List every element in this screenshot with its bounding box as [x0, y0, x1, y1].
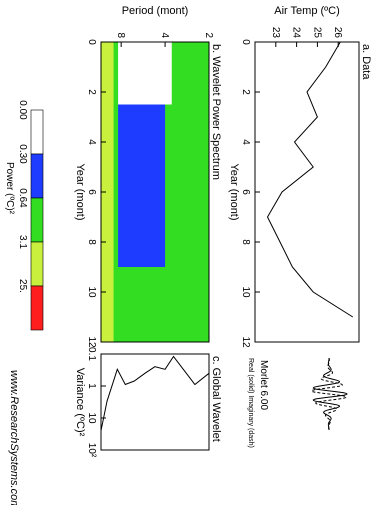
panel-a-y-tick-label: 24 [291, 27, 302, 39]
panel-c-x-tick-label: 0.1 [86, 347, 97, 361]
air-temp-line [266, 41, 354, 318]
panel-a-y-tick-label: 25 [311, 27, 322, 39]
panel-a-x-tick-label: 8 [240, 239, 251, 245]
panel-a-x-tick-label: 4 [240, 139, 251, 145]
panel-a-y-tick-label: 26 [332, 27, 343, 39]
panel-c-x-tick-label: 10² [86, 443, 97, 458]
panel-a-x-tick-label: 0 [240, 39, 251, 45]
panel-a-x-tick-label: 12 [240, 336, 251, 348]
panel-c-frame [100, 353, 210, 451]
colorbar-swatch [30, 153, 44, 199]
panel-b-x-tick-label: 12 [86, 336, 97, 348]
colorbar-level-label: 0.00 [17, 100, 28, 120]
panel-b-y-tick-label: 8 [115, 32, 126, 38]
power-region [113, 42, 117, 342]
power-region [118, 42, 172, 105]
power-spectrum-field [100, 42, 209, 342]
panel-c-x-tick-label: 1 [86, 383, 97, 389]
colorbar-level-label: 25. [17, 279, 28, 293]
colorbar-level-label: 0.64 [17, 188, 28, 208]
panel-c-title: c. Global Wavelet [210, 356, 222, 442]
panel-b-x-tick-label: 2 [86, 89, 97, 95]
panel-b-y-tick-label: 4 [159, 32, 170, 38]
colorbar-level-label: 0.30 [17, 144, 28, 164]
panel-c-xlabel: Variance (ºC)² [74, 368, 86, 437]
panel-b-x-tick-label: 6 [86, 189, 97, 195]
panel-b-y-tick-label: 2 [203, 32, 214, 38]
colorbar-swatch [30, 241, 44, 287]
panel-b: b. Wavelet Power Spectrum Year (mont) Pe… [4, 5, 222, 348]
panel-a-frame [254, 41, 360, 343]
panel-a-y-tick-label: 23 [270, 27, 281, 39]
colorbar-swatch [30, 197, 44, 243]
panel-b-xlabel: Year (mont) [74, 163, 86, 220]
panel-b-x-tick-label: 8 [86, 239, 97, 245]
colorbar-swatch [30, 109, 44, 155]
colorbar-level-label: 3.1 [17, 235, 28, 249]
panel-b-x-tick-label: 4 [86, 139, 97, 145]
rotated-figure: a. Data Year (mont) Air Temp (ºC) 024681… [4, 5, 372, 505]
morlet-legend: Morlet 6.00 Real (solid) Imaginary (dash… [247, 358, 348, 448]
panel-b-y-ticks: 2 4 8 [115, 32, 214, 47]
panel-b-x-tick-label: 0 [86, 39, 97, 45]
panel-a-xlabel: Year (mont) [228, 163, 240, 220]
power-region [118, 79, 166, 267]
global-wavelet-line [100, 355, 210, 431]
panel-a-x-ticks: 0 2 4 6 8 10 12 [240, 39, 260, 348]
panel-b-x-tick-label: 10 [86, 286, 97, 298]
power-region [197, 42, 209, 342]
panel-a-x-tick-label: 2 [240, 89, 251, 95]
panel-c: c. Global Wavelet Variance (ºC)² 0.1 1 10 1… [74, 347, 222, 458]
panel-b-ylabel: Period (mont) [122, 5, 189, 17]
morlet-name: Morlet 6.00 [258, 360, 269, 410]
morlet-note: Real (solid) Imaginary (dash) [247, 358, 254, 448]
power-region [100, 42, 114, 342]
panel-a: a. Data Year (mont) Air Temp (ºC) 024681… [228, 5, 372, 348]
panel-a-ylabel: Air Temp (ºC) [274, 5, 340, 17]
panel-a-y-ticks: 23 24 25 26 [270, 27, 343, 47]
panel-b-x-ticks: 0 2 4 6 8 10 12 [86, 39, 106, 348]
colorbar-swatch [30, 285, 44, 331]
panel-b-title: b. Wavelet Power Spectrum [210, 44, 222, 180]
power-colorbar: 0.00 0.30 0.64 3.1 25. [17, 100, 44, 331]
colorbar-label: Power (ºC)² [4, 162, 15, 215]
panel-c-x-tick-label: 10 [86, 412, 97, 424]
credit-url: www.ResearchSystems.com [8, 370, 20, 505]
morlet-real-curve [312, 358, 348, 430]
panel-a-x-tick-label: 10 [240, 286, 251, 298]
panel-c-x-ticks: 0.1 1 10 10² [86, 347, 106, 458]
panel-a-title: a. Data [360, 44, 372, 80]
morlet-imaginary-curve [310, 358, 348, 430]
panel-a-x-tick-label: 6 [240, 189, 251, 195]
